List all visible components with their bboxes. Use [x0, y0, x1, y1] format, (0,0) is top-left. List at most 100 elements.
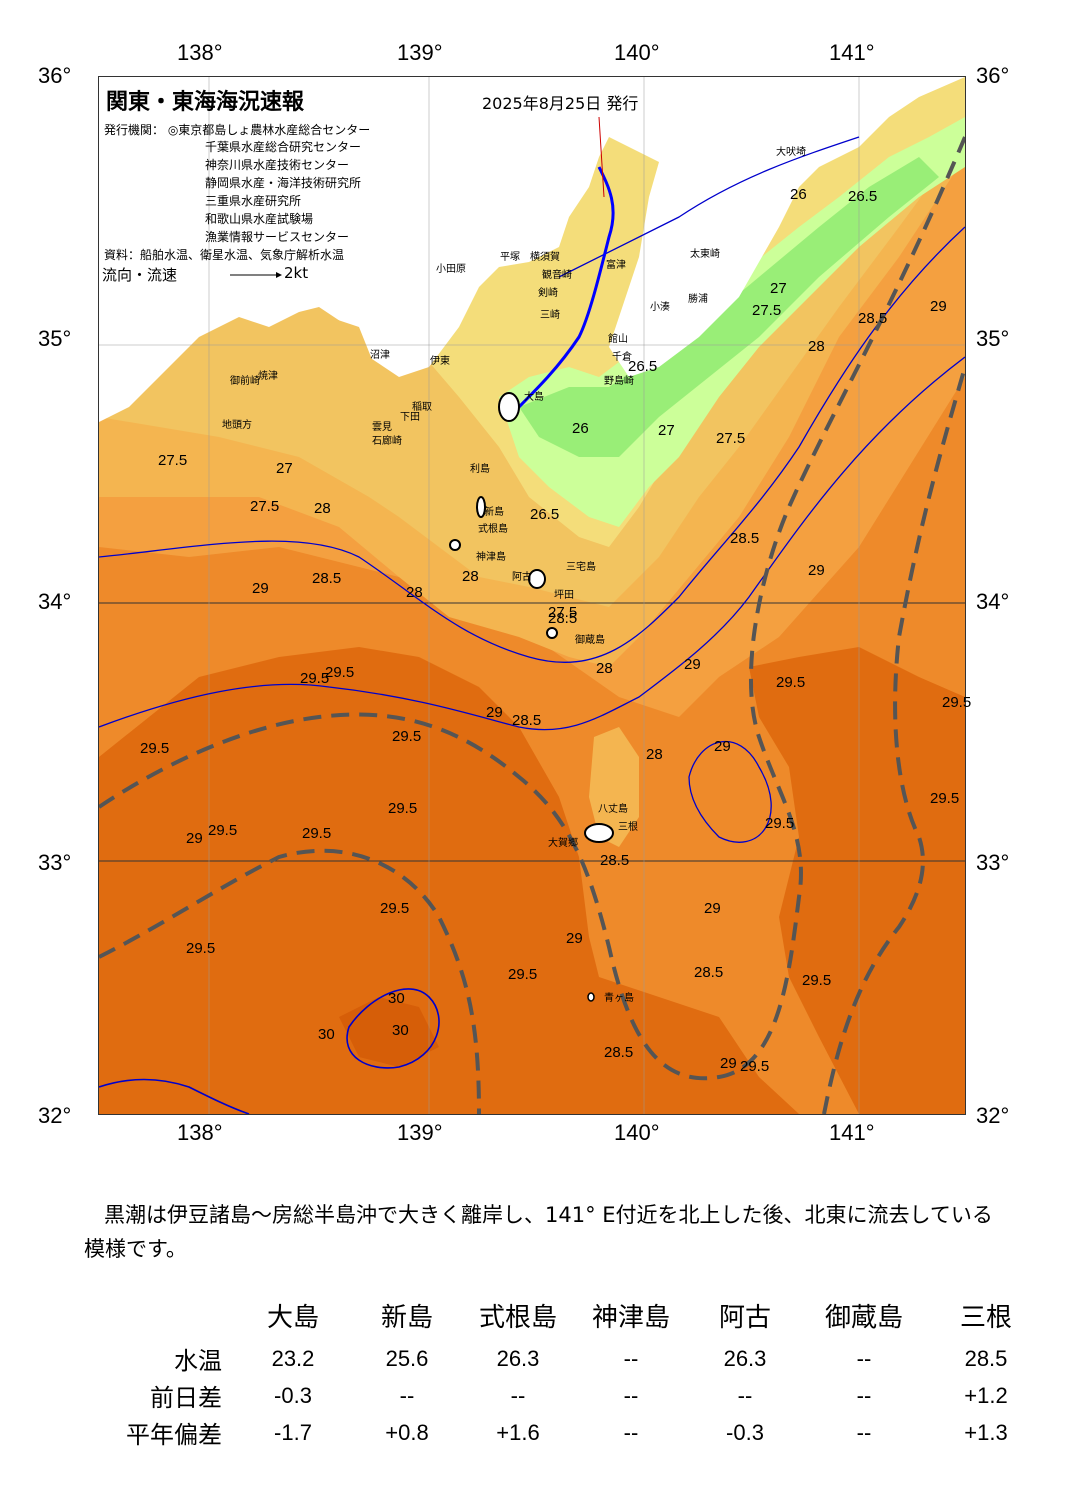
place-label: 千倉 [612, 352, 632, 363]
isotherm-label: 29 [714, 738, 731, 755]
lon-label-140-bottom: 140° [614, 1120, 660, 1145]
table-cell: -0.3 [274, 1382, 312, 1408]
isotherm-label: 29.5 [776, 674, 806, 691]
table-cell: -- [856, 1419, 872, 1445]
isotherm-label: 30 [388, 990, 405, 1007]
island-niijima [476, 496, 486, 518]
isotherm-label: 26 [790, 186, 807, 203]
table-cell: +1.2 [964, 1382, 1008, 1408]
place-label: 横須賀 [530, 252, 560, 263]
issuer-line: 千葉県水産総合研究センター [205, 140, 362, 154]
isotherm-label: 27 [770, 280, 787, 297]
place-label: 阿古 [512, 572, 532, 583]
isotherm-label: 29.5 [380, 900, 410, 917]
isotherm-label: 26.5 [530, 506, 560, 523]
row-label: 前日差 [150, 1384, 222, 1412]
isotherm-label: 29.5 [302, 825, 332, 842]
isotherm-label: 27.5 [548, 604, 578, 621]
kuroshio-axis-inner [99, 848, 481, 1114]
isotherm-label: 29 [808, 562, 825, 579]
isotherm-label: 28.5 [512, 712, 542, 729]
place-label: 小田原 [436, 264, 466, 275]
issuer-line: 和歌山県水産試験場 [205, 212, 314, 226]
flow-legend-unit: 2kt [284, 264, 309, 282]
sea-temperature-map [98, 76, 966, 1115]
isotherm-label: 29.5 [765, 815, 795, 832]
table-cell: +0.8 [385, 1419, 429, 1445]
isotherm-label: 27.5 [752, 302, 782, 319]
place-label: 勝浦 [688, 294, 708, 305]
place-label: 小湊 [650, 302, 670, 313]
bay-current-track [507, 166, 615, 419]
isotherm-label: 29 [486, 704, 503, 721]
isotherm-label: 29.5 [802, 972, 832, 989]
place-label: 富津 [606, 260, 626, 271]
isotherm-label: 27.5 [716, 430, 746, 447]
isotherm-label: 29.5 [392, 728, 422, 745]
isotherm-label: 28 [314, 500, 331, 517]
isotherm-label: 28 [646, 746, 663, 763]
isotherm-label: 29.5 [740, 1058, 770, 1075]
place-label: 剣崎 [538, 288, 558, 299]
isotherm-label: 29 [704, 900, 721, 917]
island-aogashima [587, 992, 595, 1002]
contour-30-sw [99, 1078, 250, 1114]
place-label: 太東崎 [690, 249, 720, 260]
island-miyakejima [528, 569, 546, 589]
place-label: 石廊崎 [372, 436, 402, 447]
kuroshio-summary: 黒潮は伊豆諸島～房総半島沖で大きく離岸し、141° E付近を北上した後、北東に流… [84, 1203, 993, 1261]
place-label: 館山 [608, 334, 628, 345]
isotherm-label: 26 [572, 420, 589, 437]
place-label: 大賀郷 [548, 838, 578, 849]
column-header: 大島 [266, 1302, 319, 1333]
isotherm-label: 29.5 [942, 694, 972, 711]
lon-label-139: 139° [397, 40, 443, 65]
table-cell: -- [737, 1382, 753, 1408]
contour-28 [99, 226, 965, 663]
table-cell: -- [623, 1345, 639, 1371]
isotherm-label: 27.5 [250, 498, 280, 515]
isotherm-label: 29 [252, 580, 269, 597]
column-header: 新島 [380, 1302, 433, 1333]
map-canvas [99, 77, 965, 1114]
place-label: 坪田 [554, 590, 574, 601]
lat-label-36: 36° [38, 63, 72, 88]
place-label: 焼津 [258, 371, 278, 382]
lon-label-138: 138° [177, 40, 223, 65]
flow-legend-label: 流向・流速 [102, 266, 178, 284]
contour-28-5 [99, 356, 965, 731]
isotherm-label: 28.5 [600, 852, 630, 869]
table-cell: -- [399, 1382, 415, 1408]
isotherm-label: 28 [406, 584, 423, 601]
table-cell: -- [510, 1382, 526, 1408]
isotherm-label: 29 [930, 298, 947, 315]
lon-label-141: 141° [829, 40, 875, 65]
issuer-line: 静岡県水産・海洋技術研究所 [205, 176, 362, 190]
table-cell: +1.3 [964, 1419, 1008, 1445]
isotherm-label: 29.5 [300, 670, 330, 687]
lat-label-35-right: 35° [976, 326, 1010, 351]
island-hachijojima [584, 823, 614, 843]
place-label: 野島崎 [604, 376, 634, 387]
lat-label-32: 32° [38, 1103, 72, 1128]
land-mass [99, 77, 965, 422]
place-label: 三宅島 [566, 562, 596, 573]
lat-label-33: 33° [38, 850, 72, 875]
isotherm-label: 29 [566, 930, 583, 947]
place-label: 三根 [618, 822, 638, 833]
place-label: 地頭方 [222, 420, 252, 431]
place-label: 稲取 [412, 402, 432, 413]
place-label: 八丈島 [598, 804, 628, 815]
isotherm-label: 30 [318, 1026, 335, 1043]
lon-label-138-bottom: 138° [177, 1120, 223, 1145]
place-label: 下田 [400, 412, 420, 423]
place-label: 青ヶ島 [604, 993, 634, 1004]
lat-label-34-right: 34° [976, 589, 1010, 614]
place-label: 平塚 [500, 252, 520, 263]
table-cell: -0.3 [726, 1419, 764, 1445]
place-label: 御前崎 [230, 376, 260, 387]
lon-label-141-bottom: 141° [829, 1120, 875, 1145]
isotherm-label: 27.5 [158, 452, 188, 469]
isotherm-label: 27 [276, 460, 293, 477]
isotherm-label: 28 [596, 660, 613, 677]
